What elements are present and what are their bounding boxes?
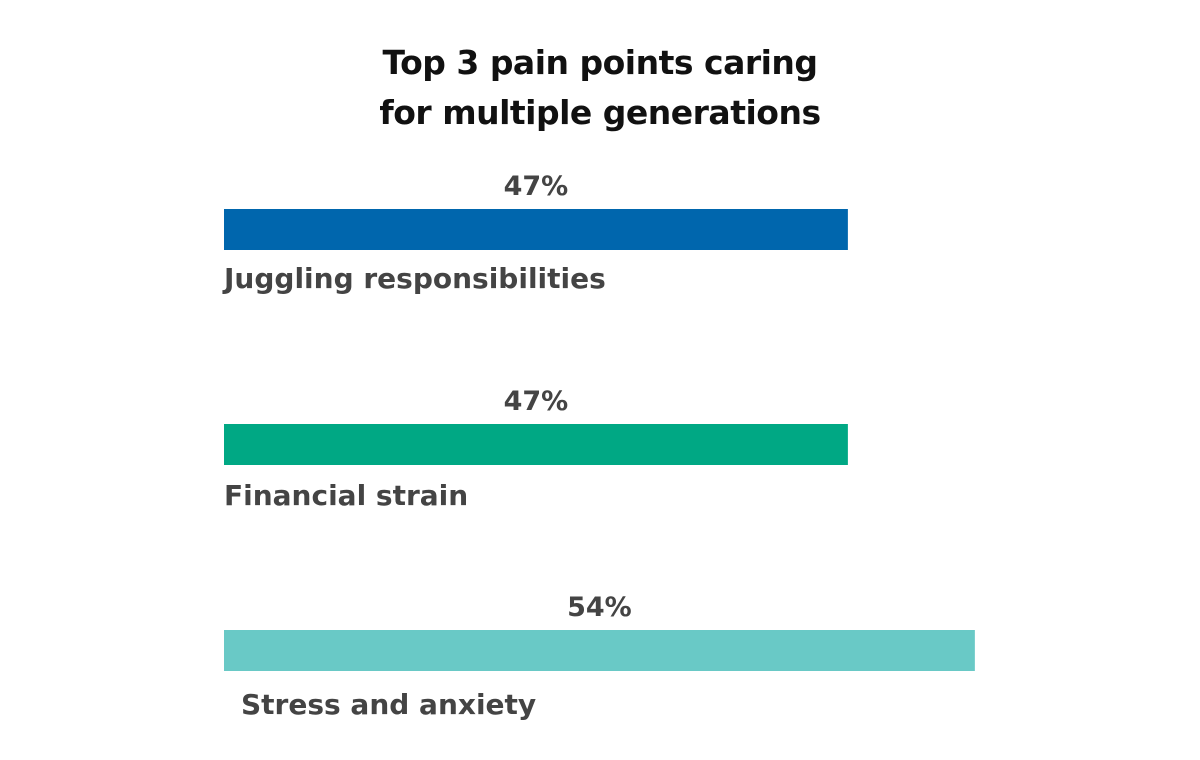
value-label-financial: 47% — [504, 386, 569, 417]
category-label-financial: Financial strain — [224, 479, 468, 512]
bar-stress-and-anxiety — [224, 630, 975, 671]
chart-title-line-1: Top 3 pain points caring — [382, 43, 818, 82]
bar-financial-strain — [224, 424, 848, 465]
bar-group-stress: 54% Stress and anxiety — [224, 592, 975, 721]
bar-juggling-responsibilities — [224, 209, 848, 250]
value-label-stress: 54% — [567, 592, 632, 623]
bar-group-juggling: 47% Juggling responsibilities — [222, 171, 848, 295]
chart-title: Top 3 pain points caring for multiple ge… — [0, 38, 1200, 138]
bar-group-financial: 47% Financial strain — [224, 386, 848, 512]
chart-title-line-2: for multiple generations — [379, 93, 821, 132]
category-label-juggling: Juggling responsibilities — [222, 262, 606, 295]
value-label-juggling: 47% — [504, 171, 569, 202]
category-label-stress: Stress and anxiety — [241, 688, 536, 721]
